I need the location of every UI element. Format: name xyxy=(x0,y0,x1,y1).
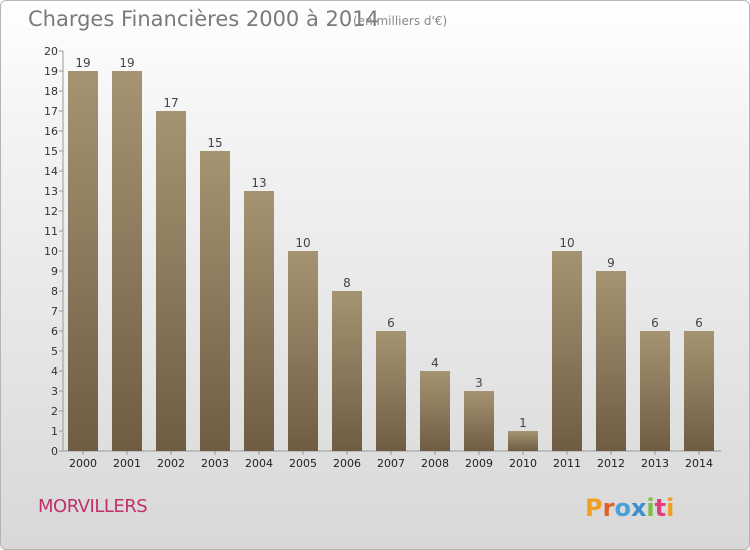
x-tick-label: 2003 xyxy=(201,457,229,470)
bar xyxy=(420,371,450,451)
bar-value-label: 19 xyxy=(119,56,134,70)
proxiti-logo[interactable]: Proxiti xyxy=(585,489,695,525)
bar xyxy=(156,111,186,451)
town-name: MORVILLERS xyxy=(38,496,148,517)
x-tick-label: 2013 xyxy=(641,457,669,470)
bar-value-label: 6 xyxy=(387,316,395,330)
y-tick-label: 6 xyxy=(51,325,58,338)
y-tick-label: 13 xyxy=(44,185,58,198)
x-tick-label: 2009 xyxy=(465,457,493,470)
bar-value-label: 15 xyxy=(207,136,222,150)
y-tick-label: 18 xyxy=(44,85,58,98)
bar xyxy=(112,71,142,451)
y-tick-label: 19 xyxy=(44,65,58,78)
bar xyxy=(288,251,318,451)
y-tick-label: 20 xyxy=(44,45,58,58)
bar-value-label: 6 xyxy=(695,316,703,330)
y-tick-label: 7 xyxy=(51,305,58,318)
bar-value-label: 19 xyxy=(75,56,90,70)
x-tick-label: 2002 xyxy=(157,457,185,470)
bar xyxy=(200,151,230,451)
y-tick-label: 4 xyxy=(51,365,58,378)
bar-value-label: 6 xyxy=(651,316,659,330)
bar xyxy=(376,331,406,451)
bar-value-label: 17 xyxy=(163,96,178,110)
x-tick-label: 2014 xyxy=(685,457,713,470)
bar-value-label: 13 xyxy=(251,176,266,190)
y-tick-label: 15 xyxy=(44,145,58,158)
y-tick-label: 12 xyxy=(44,205,58,218)
y-tick-label: 1 xyxy=(51,425,58,438)
x-tick-label: 2012 xyxy=(597,457,625,470)
y-tick-label: 14 xyxy=(44,165,58,178)
svg-text:Proxiti: Proxiti xyxy=(585,494,674,522)
x-tick-label: 2004 xyxy=(245,457,273,470)
bar-value-label: 4 xyxy=(431,356,439,370)
x-tick-label: 2005 xyxy=(289,457,317,470)
y-tick-label: 11 xyxy=(44,225,58,238)
bar-value-label: 9 xyxy=(607,256,615,270)
bar-value-label: 10 xyxy=(559,236,574,250)
x-tick-label: 2007 xyxy=(377,457,405,470)
x-tick-label: 2001 xyxy=(113,457,141,470)
y-tick-label: 17 xyxy=(44,105,58,118)
bar xyxy=(684,331,714,451)
bar xyxy=(552,251,582,451)
x-tick-label: 2010 xyxy=(509,457,537,470)
bar-value-label: 8 xyxy=(343,276,351,290)
bar-value-label: 10 xyxy=(295,236,310,250)
y-tick-label: 3 xyxy=(51,385,58,398)
bar xyxy=(596,271,626,451)
y-tick-label: 2 xyxy=(51,405,58,418)
y-tick-label: 5 xyxy=(51,345,58,358)
y-tick-label: 8 xyxy=(51,285,58,298)
bar-value-label: 3 xyxy=(475,376,483,390)
y-tick-label: 0 xyxy=(51,445,58,458)
chart-title: Charges Financières 2000 à 2014 xyxy=(28,7,379,31)
bar xyxy=(68,71,98,451)
bar xyxy=(464,391,494,451)
x-tick-label: 2006 xyxy=(333,457,361,470)
bar xyxy=(640,331,670,451)
bar xyxy=(508,431,538,451)
chart-unit-note: (en milliers d'€) xyxy=(353,14,448,28)
x-tick-label: 2011 xyxy=(553,457,581,470)
bar xyxy=(244,191,274,451)
x-tick-label: 2000 xyxy=(69,457,97,470)
bar-value-label: 1 xyxy=(519,416,527,430)
bar xyxy=(332,291,362,451)
y-tick-label: 10 xyxy=(44,245,58,258)
chart-bars: 19 19 17 15 13 10 8 6 4 3 1 10 9 6 6 xyxy=(68,56,714,451)
y-tick-label: 9 xyxy=(51,265,58,278)
y-tick-label: 16 xyxy=(44,125,58,138)
x-tick-label: 2008 xyxy=(421,457,449,470)
